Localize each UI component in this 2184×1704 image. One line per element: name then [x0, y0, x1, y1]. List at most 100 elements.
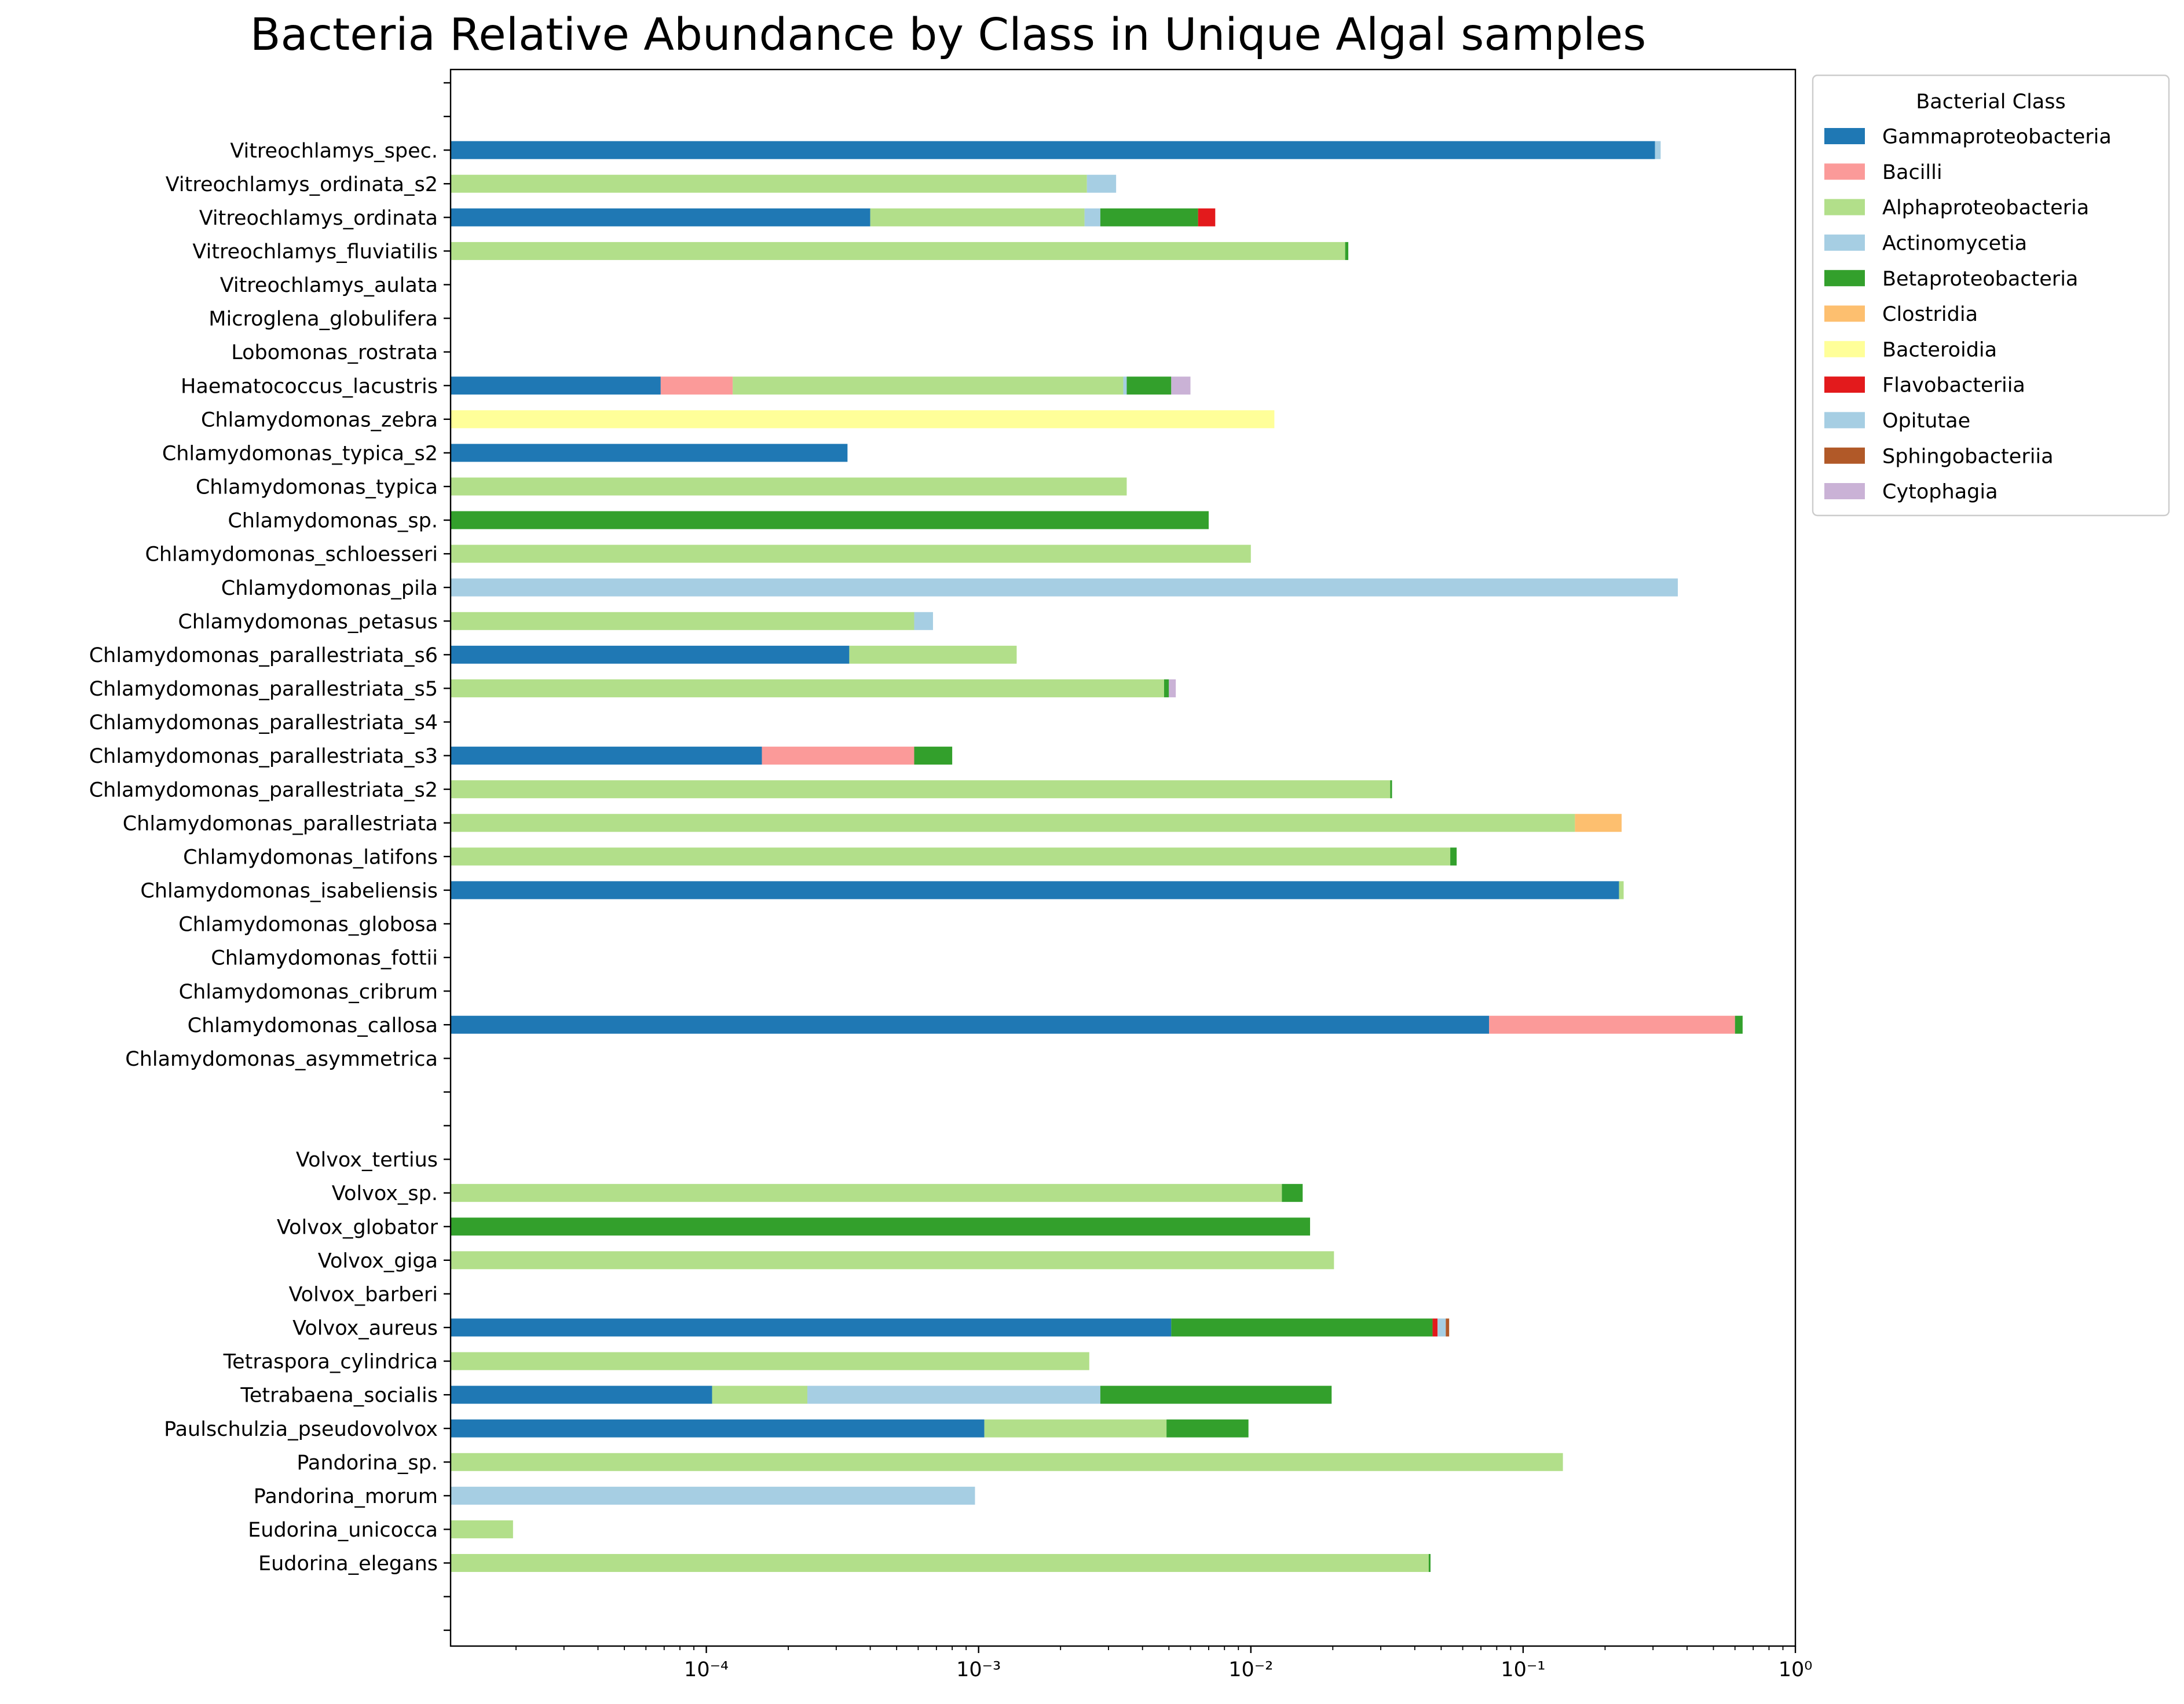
- y-tick-label: Chlamydomonas_parallestriata_s4: [89, 711, 438, 734]
- legend-label-betaproteobacteria: Betaproteobacteria: [1882, 268, 2078, 291]
- legend-swatch-clostridia: [1824, 305, 1865, 322]
- y-tick-label: Chlamydomonas_parallestriata_s2: [89, 778, 438, 802]
- bar-segment-paulschulzia-pseudovolvox-betaproteobacteria: [1166, 1419, 1249, 1438]
- bar-segment-chlamydomonas-pila-actinomycetia: [451, 578, 1678, 597]
- y-tick-label: Chlamydomonas_parallestriata_s6: [89, 644, 438, 667]
- bar-segment-haematococcus-lacustris-bacilli: [660, 376, 733, 395]
- x-tick-label: 10⁻¹: [1501, 1658, 1545, 1681]
- bar-segment-chlamydomonas-callosa-bacilli: [1489, 1015, 1735, 1034]
- bar-segment-volvox-aureus-actinomycetia: [1437, 1318, 1446, 1337]
- legend-label-opitutae: Opitutae: [1882, 409, 1970, 433]
- bar-segment-chlamydomonas-isabeliensis-gammaproteobacteria: [451, 881, 1619, 899]
- y-tick-label: Lobomonas_rostrata: [231, 341, 438, 364]
- y-tick-label: Volvox_globator: [277, 1216, 438, 1239]
- y-tick-label: Chlamydomonas_schloesseri: [145, 543, 438, 566]
- bar-segment-volvox-globator-betaproteobacteria: [451, 1217, 1311, 1236]
- bar-segment-chlamydomonas-typica-s2-gammaproteobacteria: [451, 444, 848, 462]
- legend-label-clostridia: Clostridia: [1882, 303, 1978, 326]
- bar-segment-tetrabaena-socialis-betaproteobacteria: [1100, 1385, 1332, 1404]
- y-tick-label: Vitreochlamys_ordinata_s2: [166, 173, 438, 196]
- y-tick-label: Chlamydomonas_globosa: [178, 913, 438, 937]
- bar-segment-tetrabaena-socialis-actinomycetia: [807, 1385, 1100, 1404]
- y-tick-label: Chlamydomonas_typica: [196, 476, 438, 499]
- bar-segment-chlamydomonas-callosa-gammaproteobacteria: [451, 1015, 1490, 1034]
- y-tick-label: Paulschulzia_pseudovolvox: [164, 1418, 438, 1441]
- plot-area: Vitreochlamys_spec. Vitreochlamys_ordinat…: [89, 68, 1812, 1681]
- bar-segment-chlamydomonas-parallestriata-alphaproteobacteria: [451, 814, 1575, 832]
- x-tick-label: 10⁻³: [956, 1658, 1001, 1681]
- bar-segment-chlamydomonas-parallestriata-s3-gammaproteobacteria: [451, 747, 762, 765]
- legend-label-sphingobacteriia: Sphingobacteriia: [1882, 445, 2054, 468]
- bar-segment-chlamydomonas-parallestriata-s2-alphaproteobacteria: [451, 780, 1391, 799]
- bar-segment-vitreochlamys-spec-actinomycetia: [1655, 141, 1661, 159]
- y-tick-label: Volvox_tertius: [296, 1149, 438, 1172]
- legend-label-gammaproteobacteria: Gammaproteobacteria: [1882, 126, 2112, 149]
- y-tick-label: Tetrabaena_socialis: [240, 1384, 438, 1407]
- x-tick-label: 10⁻⁴: [684, 1658, 729, 1681]
- bar-segment-volvox-giga-alphaproteobacteria: [451, 1251, 1334, 1270]
- bar-segment-volvox-aureus-sphingobacteriia: [1446, 1318, 1450, 1337]
- y-tick-label: Chlamydomonas_latifons: [183, 846, 438, 869]
- y-tick-label: Microglena_globulifera: [208, 308, 438, 331]
- legend-swatch-alphaproteobacteria: [1824, 199, 1865, 215]
- bar-segment-chlamydomonas-callosa-betaproteobacteria: [1735, 1015, 1743, 1034]
- legend-label-flavobacteriia: Flavobacteriia: [1882, 374, 2025, 397]
- bar-segment-chlamydomonas-sp-betaproteobacteria: [451, 511, 1209, 529]
- bar-segment-pandorina-sp-alphaproteobacteria: [451, 1453, 1563, 1471]
- y-tick-label: Chlamydomonas_isabeliensis: [140, 880, 438, 903]
- bar-segment-tetraspora-cylindrica-alphaproteobacteria: [451, 1352, 1089, 1370]
- bar-segment-tetrabaena-socialis-alphaproteobacteria: [712, 1385, 808, 1404]
- bar-segment-chlamydomonas-isabeliensis-alphaproteobacteria: [1619, 881, 1624, 899]
- bar-segment-chlamydomonas-parallestriata-s5-alphaproteobacteria: [451, 679, 1164, 697]
- x-tick-label: 10⁻²: [1228, 1658, 1273, 1681]
- bar-segment-chlamydomonas-typica-alphaproteobacteria: [451, 477, 1127, 496]
- legend-title: Bacterial Class: [1916, 90, 2065, 114]
- y-tick-label: Chlamydomonas_typica_s2: [162, 442, 438, 465]
- y-tick-label: Chlamydomonas_pila: [221, 577, 438, 600]
- y-tick-label: Chlamydomonas_asymmetrica: [125, 1048, 438, 1071]
- y-tick-label: Tetraspora_cylindrica: [223, 1351, 438, 1374]
- bar-segment-volvox-sp-betaproteobacteria: [1282, 1184, 1303, 1202]
- legend-swatch-sphingobacteriia: [1824, 447, 1865, 464]
- y-tick-label: Eudorina_elegans: [258, 1552, 438, 1575]
- legend: Bacterial Class Gammaproteobacteria Bacill…: [1812, 74, 2170, 517]
- bar-segment-chlamydomonas-parallestriata-s3-betaproteobacteria: [914, 747, 953, 765]
- legend-swatch-actinomycetia: [1824, 234, 1865, 251]
- legend-label-cytophagia: Cytophagia: [1882, 481, 1998, 504]
- y-tick-label: Pandorina_morum: [254, 1485, 438, 1508]
- bar-segment-eudorina-elegans-alphaproteobacteria: [451, 1554, 1429, 1573]
- legend-label-alphaproteobacteria: Alphaproteobacteria: [1882, 196, 2089, 220]
- legend-label-actinomycetia: Actinomycetia: [1882, 232, 2027, 255]
- y-tick-label: Vitreochlamys_aulata: [220, 274, 438, 297]
- bar-segment-chlamydomonas-petasus-actinomycetia: [914, 612, 933, 630]
- legend-swatch-cytophagia: [1824, 483, 1865, 499]
- bar-segment-volvox-aureus-flavobacteriia: [1432, 1318, 1438, 1337]
- y-tick-label: Chlamydomonas_parallestriata_s3: [89, 745, 438, 768]
- bar-segment-eudorina-elegans-betaproteobacteria: [1428, 1554, 1431, 1573]
- bar-segment-vitreochlamys-ordinata-gammaproteobacteria: [451, 208, 870, 226]
- bar-segment-volvox-aureus-betaproteobacteria: [1171, 1318, 1433, 1337]
- bar-segment-vitreochlamys-ordinata-flavobacteriia: [1198, 208, 1216, 226]
- bar-segment-vitreochlamys-spec-gammaproteobacteria: [451, 141, 1655, 159]
- bar-segment-chlamydomonas-latifons-betaproteobacteria: [1450, 847, 1457, 866]
- bar-segment-haematococcus-lacustris-betaproteobacteria: [1126, 376, 1172, 395]
- y-tick-label: Vitreochlamys_spec.: [230, 140, 438, 163]
- y-tick-label: Volvox_barberi: [288, 1283, 438, 1306]
- bar-segment-paulschulzia-pseudovolvox-gammaproteobacteria: [451, 1419, 985, 1438]
- y-tick-label: Vitreochlamys_ordinata: [199, 207, 438, 230]
- bar-segment-chlamydomonas-parallestriata-s5-betaproteobacteria: [1164, 679, 1169, 697]
- bar-segment-chlamydomonas-parallestriata-s6-gammaproteobacteria: [451, 645, 850, 664]
- legend-frame: [1812, 74, 2170, 517]
- y-tick-label: Volvox_sp.: [332, 1182, 438, 1205]
- legend-swatch-betaproteobacteria: [1824, 270, 1865, 287]
- bar-segment-vitreochlamys-fluviatilis-alphaproteobacteria: [451, 242, 1345, 260]
- bar-segment-pandorina-morum-actinomycetia: [451, 1486, 975, 1505]
- bar-segment-chlamydomonas-schloesseri-alphaproteobacteria: [451, 544, 1251, 563]
- bar-segment-haematococcus-lacustris-gammaproteobacteria: [451, 376, 661, 395]
- bar-segment-volvox-aureus-gammaproteobacteria: [451, 1318, 1172, 1337]
- y-tick-label: Chlamydomonas_sp.: [228, 510, 438, 533]
- bar-segment-vitreochlamys-ordinata-alphaproteobacteria: [870, 208, 1085, 226]
- bar-segment-chlamydomonas-parallestriata-s2-betaproteobacteria: [1390, 780, 1392, 799]
